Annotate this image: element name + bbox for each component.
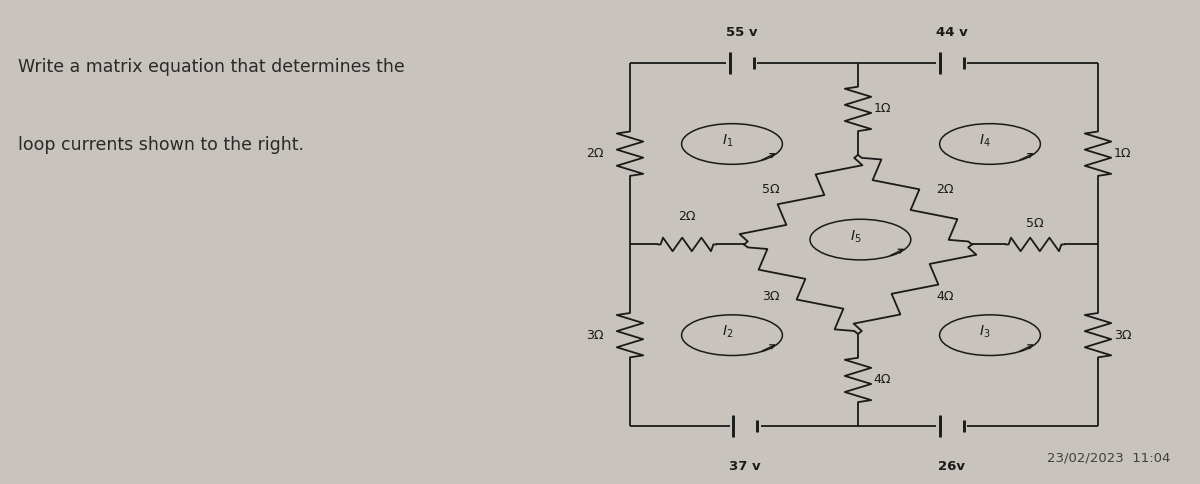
Text: 23/02/2023  11:04: 23/02/2023 11:04 [1046, 452, 1170, 465]
Text: 2Ω: 2Ω [678, 210, 696, 223]
Text: 2Ω: 2Ω [936, 183, 954, 197]
Text: 3Ω: 3Ω [762, 290, 780, 303]
Text: 37 v: 37 v [730, 460, 761, 473]
Text: 5Ω: 5Ω [762, 183, 780, 197]
Text: 4Ω: 4Ω [936, 290, 954, 303]
Text: Write a matrix equation that determines the: Write a matrix equation that determines … [18, 58, 404, 76]
Text: loop currents shown to the right.: loop currents shown to the right. [18, 136, 304, 153]
Text: $I_5$: $I_5$ [850, 228, 862, 245]
Text: 1Ω: 1Ω [1114, 147, 1132, 160]
Text: $I_2$: $I_2$ [721, 324, 733, 340]
Text: $I_1$: $I_1$ [721, 133, 733, 149]
Text: 55 v: 55 v [726, 26, 757, 39]
Text: 3Ω: 3Ω [1114, 329, 1132, 342]
Text: $I_3$: $I_3$ [979, 324, 991, 340]
Text: 4Ω: 4Ω [874, 374, 892, 386]
Text: 26v: 26v [938, 460, 965, 473]
Text: 3Ω: 3Ω [586, 329, 604, 342]
Text: 1Ω: 1Ω [874, 103, 892, 115]
Text: 44 v: 44 v [936, 26, 967, 39]
Text: $I_4$: $I_4$ [979, 133, 991, 149]
Text: 2Ω: 2Ω [586, 147, 604, 160]
Text: 5Ω: 5Ω [1026, 217, 1044, 230]
